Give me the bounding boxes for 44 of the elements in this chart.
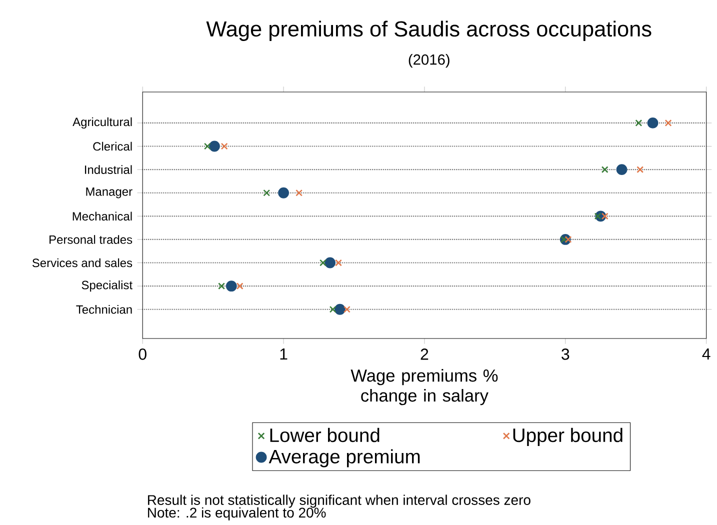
x-axis-title: Wage premiums % change in salary: [350, 368, 498, 406]
y-tick-label: Agricultural: [72, 117, 132, 129]
legend-label: Upper bound: [513, 428, 622, 446]
point: [343, 306, 350, 313]
y-tick-label: Technician: [76, 304, 132, 314]
text: Result is not statistically significant when interval crosses zero: [148, 494, 530, 508]
point: [335, 259, 342, 266]
point: [601, 166, 608, 174]
x-tick-label: 1: [280, 348, 288, 360]
text: Note: .2 is equivalent to 20%: [148, 507, 326, 520]
point: [334, 304, 346, 315]
y-tick-label: Services and sales: [32, 258, 132, 268]
y-tick-label: Personal trades: [50, 235, 132, 244]
point: [278, 187, 290, 198]
point: [664, 119, 672, 126]
point: [218, 282, 226, 290]
point: [616, 164, 628, 175]
y-tick-label: Manager: [86, 187, 132, 198]
y-tick-label: Specialist: [82, 280, 132, 292]
x-tick-label: 2: [420, 348, 428, 360]
y-tick-label: Clerical: [93, 142, 132, 151]
x-tick-label: 0: [138, 348, 146, 360]
x-tick-label: 4: [702, 348, 710, 360]
point: [236, 282, 244, 290]
point: [220, 142, 228, 150]
y-tick-label: Mechanical: [72, 212, 132, 221]
point: [601, 212, 608, 220]
point: [635, 119, 642, 126]
point: [636, 166, 644, 174]
point: [296, 189, 303, 196]
legend-label: Average premium: [268, 449, 420, 468]
point: [647, 117, 658, 128]
point: [204, 142, 211, 150]
y-tick-label: Industrial: [85, 165, 132, 174]
point: [263, 189, 270, 196]
point: [329, 306, 336, 313]
point: [209, 140, 220, 152]
chart-subtitle: (2016): [408, 54, 450, 68]
point: [324, 257, 336, 268]
legend-label: Lower bound: [270, 428, 380, 442]
point: [320, 259, 326, 266]
point: [226, 280, 237, 292]
chart-title: Wage premiums of Saudis across occupations: [206, 20, 652, 41]
x-tick-label: 3: [562, 348, 570, 360]
